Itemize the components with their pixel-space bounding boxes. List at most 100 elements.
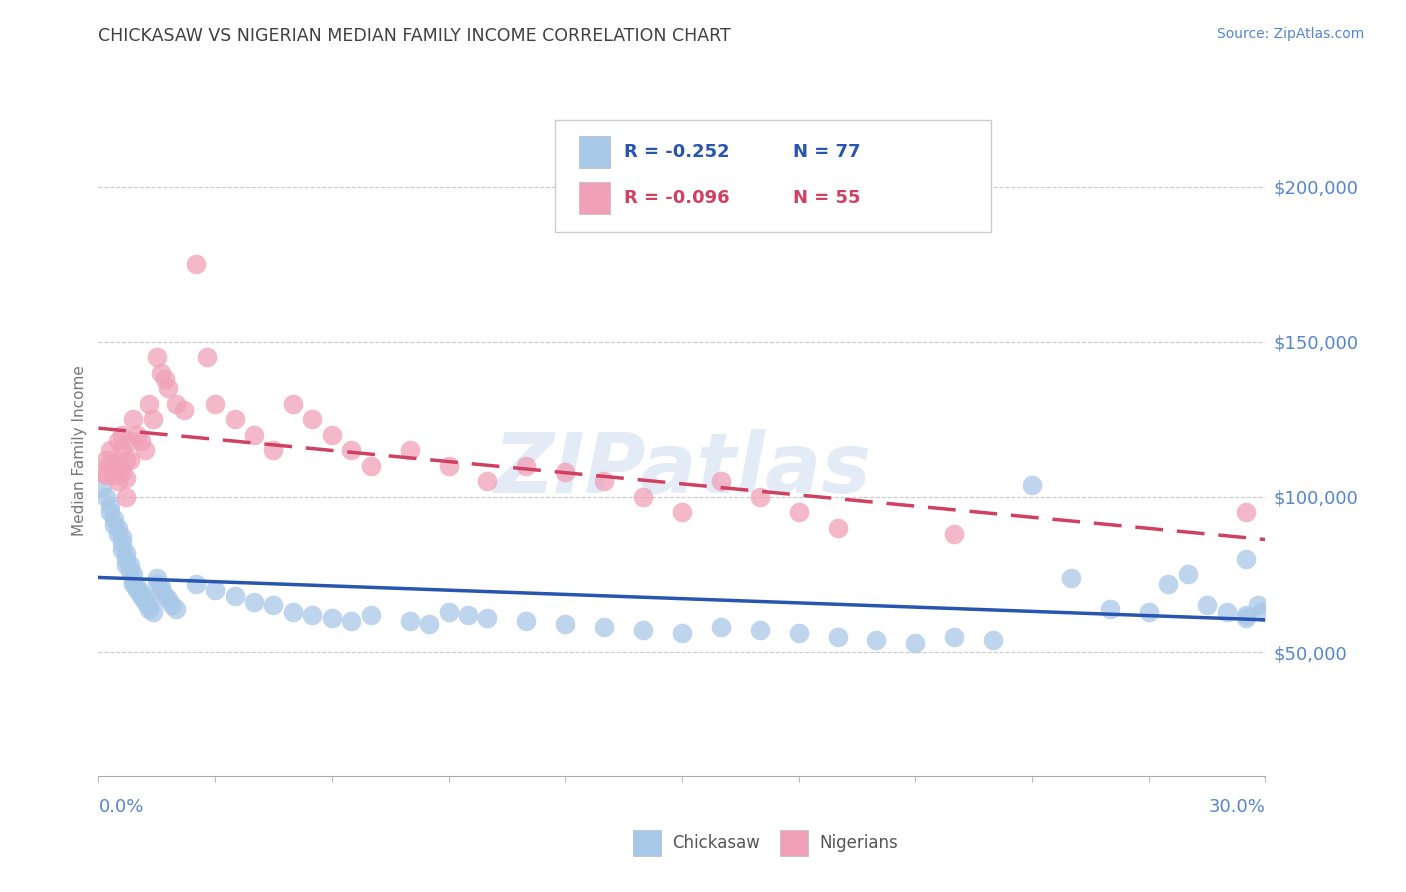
- Point: [1234, 506, 1257, 520]
- Point: [1060, 571, 1083, 585]
- Point: [134, 592, 156, 607]
- Point: [243, 595, 266, 609]
- Point: [398, 614, 420, 628]
- Text: R = -0.096: R = -0.096: [624, 189, 730, 207]
- Point: [134, 595, 156, 609]
- Point: [321, 428, 343, 442]
- Point: [457, 607, 479, 622]
- Point: [122, 574, 145, 588]
- Point: [360, 458, 382, 473]
- Point: [127, 428, 149, 442]
- Point: [1234, 552, 1257, 566]
- Point: [103, 511, 125, 525]
- Point: [827, 521, 849, 535]
- Point: [122, 567, 145, 582]
- Point: [748, 624, 770, 638]
- Point: [981, 632, 1004, 647]
- Point: [262, 443, 284, 458]
- Point: [114, 552, 136, 566]
- Point: [418, 617, 440, 632]
- Point: [146, 351, 169, 365]
- Point: [1137, 605, 1160, 619]
- Point: [1234, 611, 1257, 625]
- Point: [593, 475, 616, 489]
- Point: [103, 468, 125, 483]
- Point: [1157, 576, 1180, 591]
- Point: [118, 565, 141, 579]
- Point: [162, 599, 184, 613]
- Point: [184, 576, 207, 591]
- Point: [224, 589, 246, 603]
- Point: [127, 582, 149, 597]
- Point: [224, 412, 246, 426]
- Point: [671, 506, 693, 520]
- Point: [118, 452, 141, 467]
- Point: [149, 366, 172, 380]
- Point: [129, 589, 152, 603]
- Point: [111, 443, 134, 458]
- Point: [103, 462, 125, 476]
- Point: [477, 611, 499, 625]
- Point: [107, 475, 129, 489]
- Text: 0.0%: 0.0%: [98, 798, 143, 816]
- Point: [243, 428, 266, 442]
- Point: [165, 601, 187, 615]
- Point: [204, 582, 226, 597]
- Point: [301, 412, 323, 426]
- Text: Chickasaw: Chickasaw: [672, 834, 761, 852]
- Point: [1234, 607, 1257, 622]
- Point: [787, 626, 810, 640]
- Point: [301, 607, 323, 622]
- Point: [204, 397, 226, 411]
- Point: [827, 630, 849, 644]
- Point: [149, 582, 172, 597]
- Point: [127, 580, 149, 594]
- Point: [1195, 599, 1218, 613]
- Point: [340, 443, 363, 458]
- Point: [122, 412, 145, 426]
- Point: [111, 536, 134, 550]
- Text: CHICKASAW VS NIGERIAN MEDIAN FAMILY INCOME CORRELATION CHART: CHICKASAW VS NIGERIAN MEDIAN FAMILY INCO…: [98, 27, 731, 45]
- Point: [943, 630, 966, 644]
- Point: [631, 490, 654, 504]
- Point: [340, 614, 363, 628]
- Point: [96, 452, 118, 467]
- Point: [118, 434, 141, 449]
- Point: [138, 599, 160, 613]
- Point: [671, 626, 693, 640]
- Point: [103, 517, 125, 532]
- Point: [281, 605, 304, 619]
- Point: [118, 558, 141, 573]
- Point: [146, 576, 169, 591]
- Point: [91, 481, 114, 495]
- Point: [554, 465, 576, 479]
- Point: [98, 500, 121, 514]
- Point: [1215, 605, 1237, 619]
- Point: [262, 599, 284, 613]
- Text: 30.0%: 30.0%: [1209, 798, 1265, 816]
- Point: [173, 403, 195, 417]
- Text: Source: ZipAtlas.com: Source: ZipAtlas.com: [1216, 27, 1364, 41]
- Point: [1250, 605, 1272, 619]
- Point: [515, 458, 537, 473]
- Point: [1098, 601, 1121, 615]
- Point: [477, 475, 499, 489]
- Point: [748, 490, 770, 504]
- Point: [98, 506, 121, 520]
- Point: [134, 443, 156, 458]
- Point: [1177, 567, 1199, 582]
- Point: [146, 571, 169, 585]
- Point: [96, 468, 118, 483]
- Point: [111, 542, 134, 557]
- Point: [122, 576, 145, 591]
- Point: [149, 580, 172, 594]
- Point: [710, 475, 733, 489]
- Point: [787, 506, 810, 520]
- Point: [153, 372, 176, 386]
- Text: Nigerians: Nigerians: [820, 834, 898, 852]
- Point: [114, 490, 136, 504]
- Point: [398, 443, 420, 458]
- Y-axis label: Median Family Income: Median Family Income: [72, 365, 87, 536]
- Point: [437, 605, 460, 619]
- Point: [157, 381, 180, 395]
